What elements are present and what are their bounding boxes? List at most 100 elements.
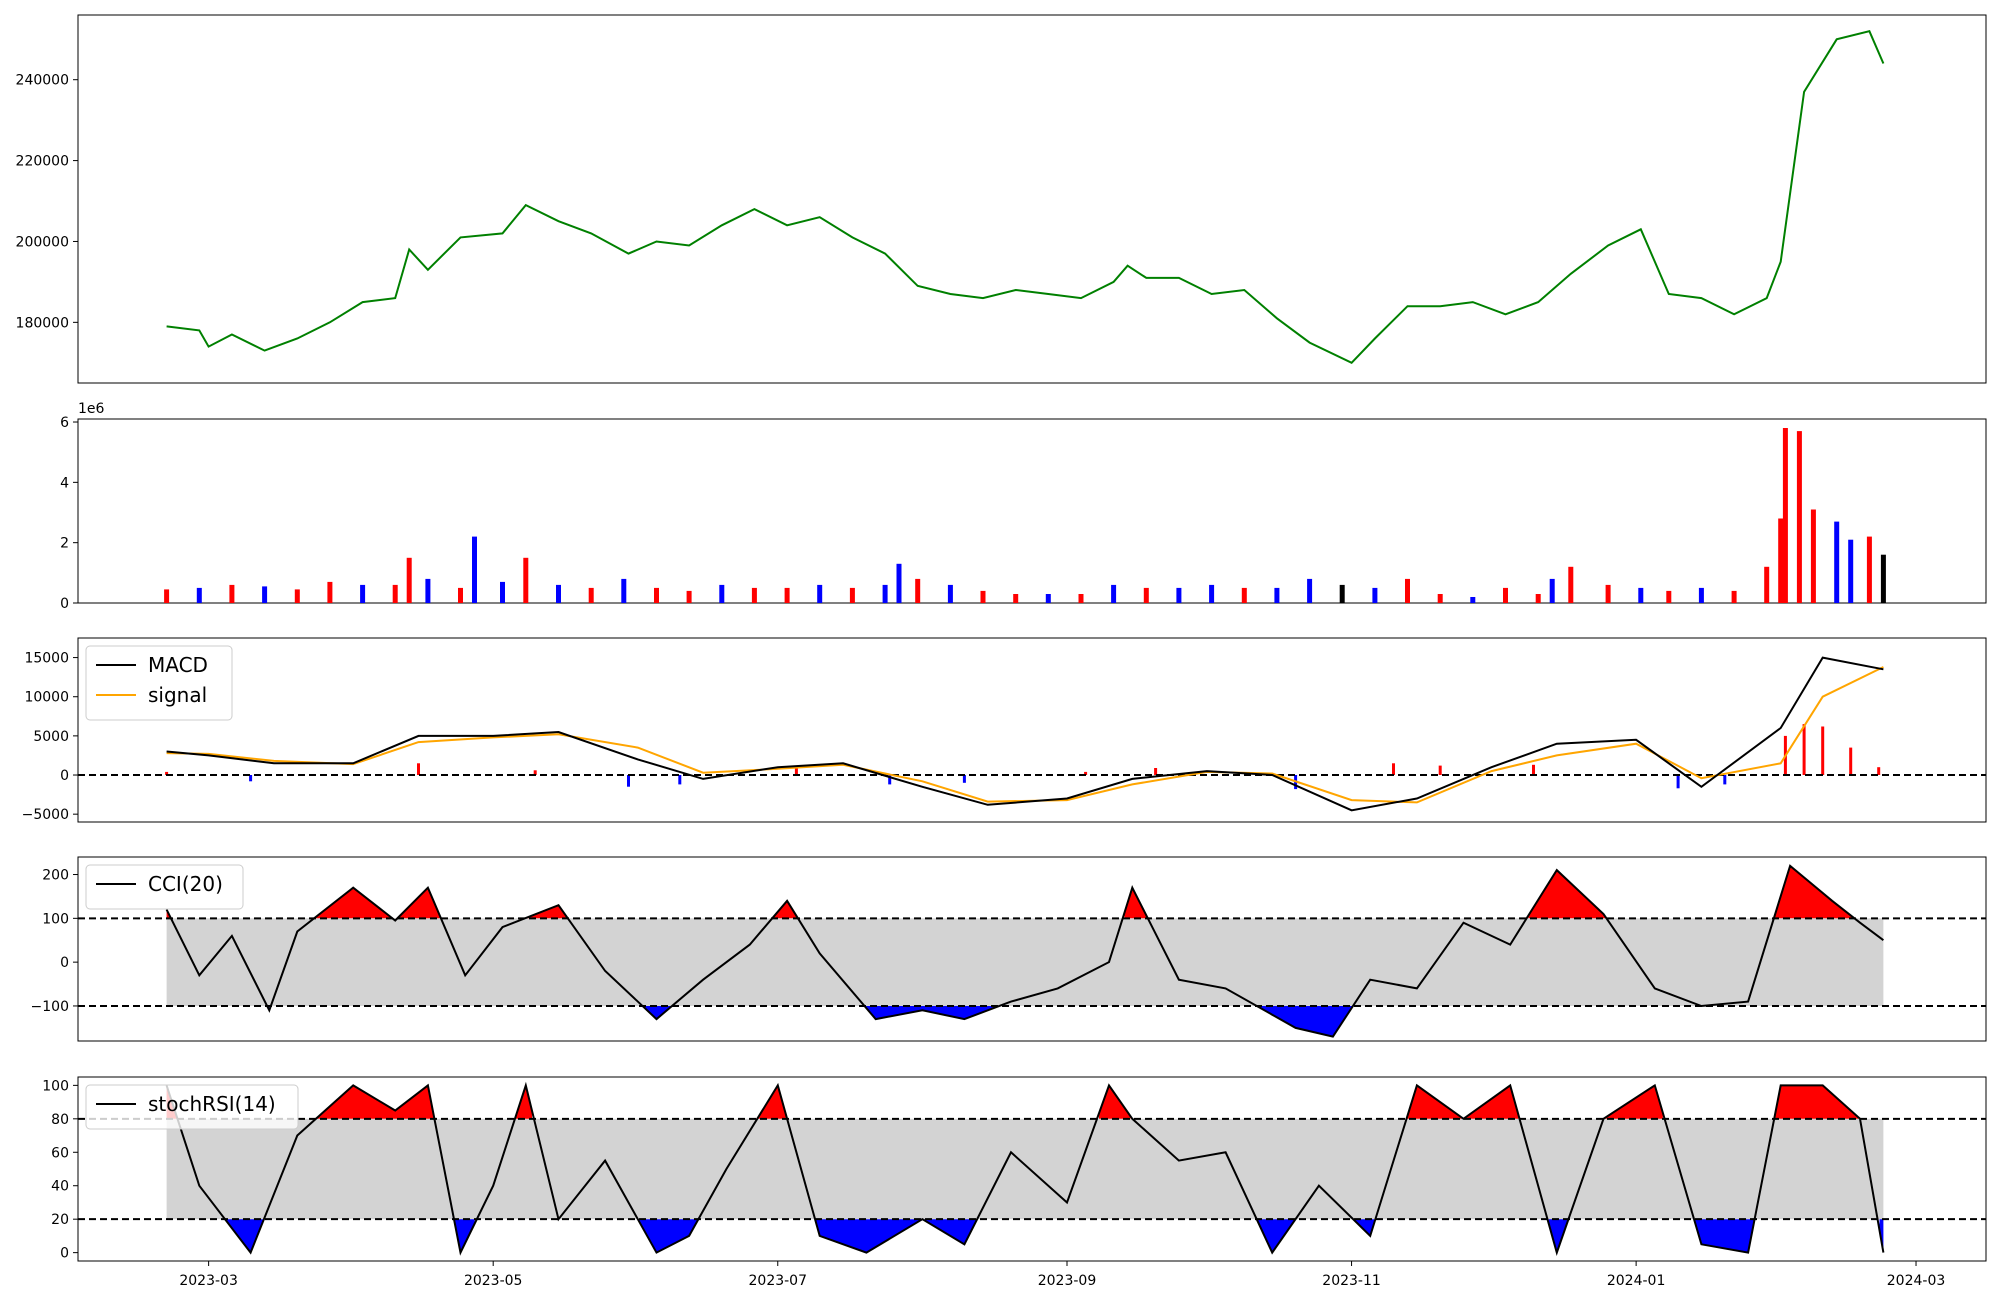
cci-overbought-fill (773, 900, 798, 919)
cci-overbought-fill (1774, 865, 1854, 919)
stochrsi-oversold-fill (1548, 1219, 1567, 1253)
cci-y-axis: −100 0 100 200 (31, 868, 78, 1015)
price-y-tick-label: 220000 (16, 154, 69, 170)
stochrsi-line (165, 1081, 1885, 1256)
volume-bar (1638, 587, 1644, 603)
macd-histogram-bar (1676, 775, 1680, 789)
stochrsi-y-tick-label: 60 (51, 1145, 69, 1161)
x-axis: 2023-03 2023-05 2023-07 2023-09 2023-11 2024-… (179, 1261, 1945, 1289)
macd-y-tick-label: −5000 (22, 807, 69, 823)
stochrsi-oversold-fill (924, 1219, 977, 1245)
price-line (166, 30, 1885, 365)
macd-histogram-bar (678, 775, 682, 785)
volume-bar (523, 557, 529, 603)
volume-bar (1848, 539, 1854, 603)
cci-oversold-fill (865, 1006, 999, 1020)
volume-y-tick-label: 0 (60, 596, 69, 612)
stochrsi-oversold-fill (1354, 1219, 1375, 1236)
stochrsi-legend-box (85, 1084, 299, 1130)
cci-oversold-fill (642, 1006, 671, 1020)
volume-bar (947, 584, 953, 603)
stochrsi-oversold-fill (1695, 1219, 1755, 1253)
volume-bar (751, 587, 757, 603)
cci-line (165, 864, 1884, 1038)
volume-bar (1274, 587, 1280, 603)
volume-bar (1549, 578, 1555, 603)
macd-histogram-bar (1532, 764, 1535, 775)
volume-y-axis: 0 2 4 6 (60, 415, 78, 612)
volume-bar (1339, 584, 1345, 603)
macd-histogram-bar (1154, 768, 1158, 775)
macd-histogram-bar (1849, 747, 1853, 775)
volume-bar (1834, 521, 1840, 603)
macd-y-tick-label: 10000 (24, 690, 69, 706)
macd-histogram-bar (962, 775, 966, 783)
volume-bar (458, 587, 463, 603)
volume-bar (1405, 578, 1410, 603)
macd-histogram-bar (417, 763, 420, 775)
stochrsi-overbought-fill (1465, 1085, 1519, 1119)
macd-legend-label: signal (148, 683, 207, 707)
volume-axes-frame (77, 418, 1987, 604)
macd-histogram-bar (888, 775, 892, 785)
volume-bar (719, 584, 725, 603)
volume-bar (1307, 578, 1313, 603)
volume-bar (896, 563, 902, 603)
volume-bar (1764, 566, 1770, 603)
price-y-tick-label: 200000 (16, 234, 69, 250)
volume-bar (1568, 566, 1574, 603)
volume-bar (817, 584, 823, 603)
macd-histogram-bar (165, 771, 169, 775)
volume-bar (1535, 594, 1541, 603)
volume-bar (229, 584, 235, 603)
cci-overbought-fill (526, 905, 567, 919)
macd-histogram (165, 724, 1881, 790)
macd-histogram-bar (794, 768, 798, 775)
macd-histogram-bar (627, 775, 630, 787)
macd-histogram-bar (1821, 726, 1825, 775)
x-tick-label: 2023-07 (749, 1273, 808, 1289)
volume-bar (262, 586, 268, 603)
volume-bar (588, 587, 594, 603)
volume-y-tick-label: 4 (60, 475, 69, 491)
macd-axes-frame (77, 637, 1987, 823)
macd-histogram-bar (249, 775, 253, 782)
volume-bar (1731, 590, 1737, 603)
cci-oversold-fill (1258, 1006, 1353, 1037)
volume-bar (849, 587, 855, 603)
stochrsi-legend-label: stochRSI(14) (148, 1092, 276, 1116)
volume-bar (294, 589, 300, 603)
volume-bar (1372, 587, 1378, 603)
volume-bar (1778, 518, 1784, 603)
volume-bar (164, 589, 170, 603)
macd-histogram-bar (1802, 724, 1806, 775)
x-tick-label: 2024-03 (1887, 1273, 1946, 1289)
stochrsi-oversold-fill (638, 1219, 697, 1253)
stochrsi-axes-frame (77, 1076, 1987, 1262)
volume-bar (621, 578, 627, 603)
volume-bars (164, 428, 1886, 603)
volume-bar (882, 584, 888, 603)
cci-y-tick-label: −100 (31, 999, 69, 1015)
macd-y-tick-label: 15000 (24, 651, 69, 667)
volume-bar (1666, 590, 1672, 603)
cci-legend-label: CCI(20) (148, 872, 223, 896)
macd-y-tick-label: 5000 (33, 729, 69, 745)
volume-bar (1503, 587, 1508, 603)
stochrsi-y-axis: 0 20 40 60 80 100 (42, 1078, 78, 1262)
volume-bar (654, 587, 659, 603)
volume-bar (1045, 594, 1051, 603)
cci-overbought-fill (399, 887, 440, 919)
x-tick-label: 2023-09 (1038, 1273, 1097, 1289)
volume-bar (500, 581, 505, 603)
price-axes-frame (77, 14, 1987, 384)
stochrsi-oversold-fill (815, 1219, 921, 1253)
volume-bar (1241, 587, 1247, 603)
volume-y-tick-label: 6 (60, 415, 69, 431)
volume-bar (915, 578, 921, 603)
macd-y-axis: −5000 0 5000 10000 15000 (22, 651, 78, 823)
volume-bar (392, 584, 398, 603)
stochrsi-overbought-fill (1605, 1085, 1663, 1119)
volume-bar (980, 590, 986, 603)
